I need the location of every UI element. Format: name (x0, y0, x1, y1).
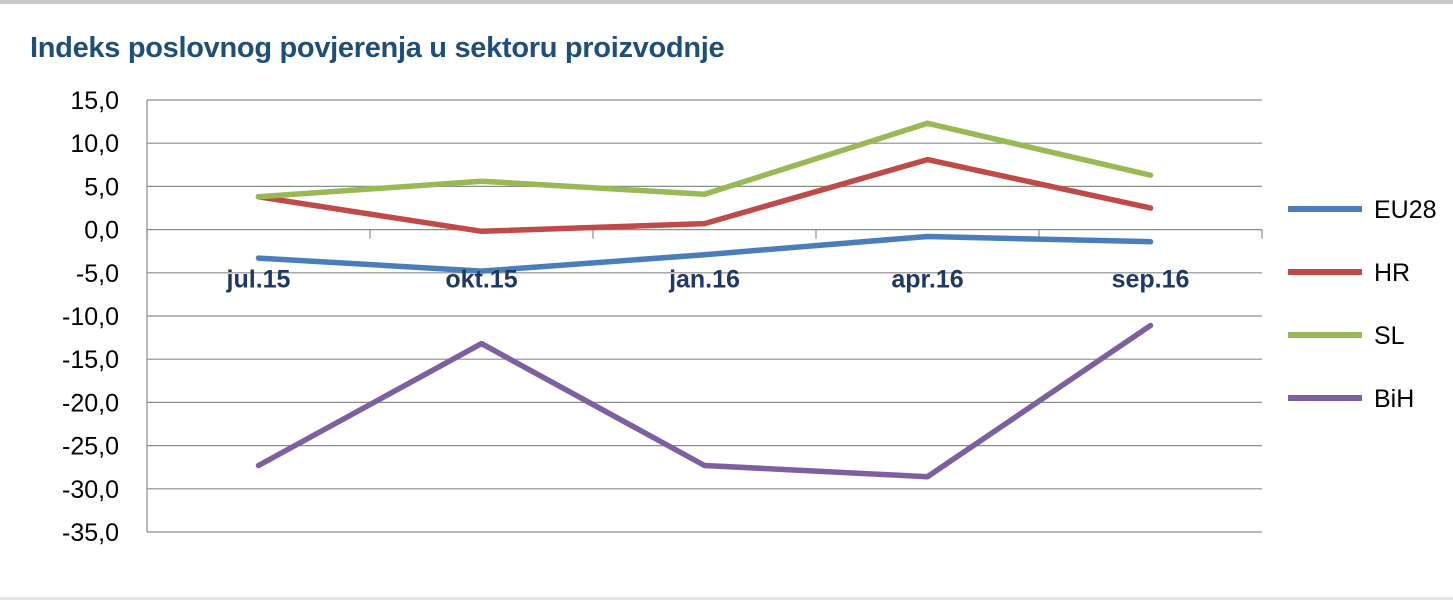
data-point (255, 462, 262, 469)
y-tick-label: -35,0 (62, 519, 119, 547)
y-tick-label: -25,0 (62, 433, 119, 461)
y-tick-label: 0,0 (84, 217, 119, 245)
legend-label: SL (1374, 322, 1405, 350)
data-point (924, 120, 931, 126)
legend-label: HR (1374, 259, 1410, 287)
y-tick-label: 10,0 (70, 130, 119, 158)
gridlines (147, 99, 1262, 533)
series-lines (255, 120, 1154, 480)
data-point (478, 341, 485, 347)
data-point (924, 157, 931, 163)
y-tick-label: 15,0 (70, 87, 119, 115)
data-point (255, 255, 262, 261)
x-tick-label: apr.16 (891, 266, 963, 294)
axes (146, 100, 1263, 532)
data-point (701, 462, 708, 469)
data-point (478, 228, 485, 234)
data-point (1147, 172, 1154, 178)
line-chart: 15,0 10,0 5,0 0,0 -5,0 -10,0 -15,0 -20,0 -25,0 -3… (62, 87, 1437, 547)
data-point (478, 178, 485, 184)
x-axis-ticks: jul.15 okt.15 jan.16 apr.16 sep.16 (226, 266, 1190, 294)
y-tick-label: -10,0 (62, 303, 119, 331)
y-axis-ticks: 15,0 10,0 5,0 0,0 -5,0 -10,0 -15,0 -20,0 -25,0 -3… (62, 87, 119, 547)
data-point (1147, 322, 1154, 329)
y-tick-label: 5,0 (84, 173, 119, 201)
data-point (1147, 205, 1154, 211)
legend: EU28 HR SL BiH (1288, 196, 1437, 413)
data-point (924, 474, 931, 480)
y-tick-label: -5,0 (76, 260, 119, 288)
data-point (478, 268, 485, 274)
y-tick-label: -15,0 (62, 346, 119, 374)
y-tick-label: -30,0 (62, 476, 119, 504)
data-point (1147, 239, 1154, 245)
y-tick-label: -20,0 (62, 389, 119, 417)
x-tick-label: jul.15 (226, 266, 291, 294)
data-point (701, 220, 708, 227)
data-point (701, 252, 708, 258)
data-point (924, 233, 931, 240)
legend-label: BiH (1374, 385, 1414, 413)
chart-title: Indeks poslovnog povjerenja u sektoru pr… (30, 32, 725, 64)
legend-label: EU28 (1374, 196, 1437, 224)
data-point (701, 191, 708, 197)
x-tick-label: sep.16 (1112, 266, 1190, 294)
series-line-bih (255, 322, 1154, 480)
x-tick-label: okt.15 (445, 266, 517, 294)
data-point (255, 194, 262, 200)
series-line-sl (255, 120, 1154, 200)
x-tick-label: jan.16 (668, 266, 740, 294)
